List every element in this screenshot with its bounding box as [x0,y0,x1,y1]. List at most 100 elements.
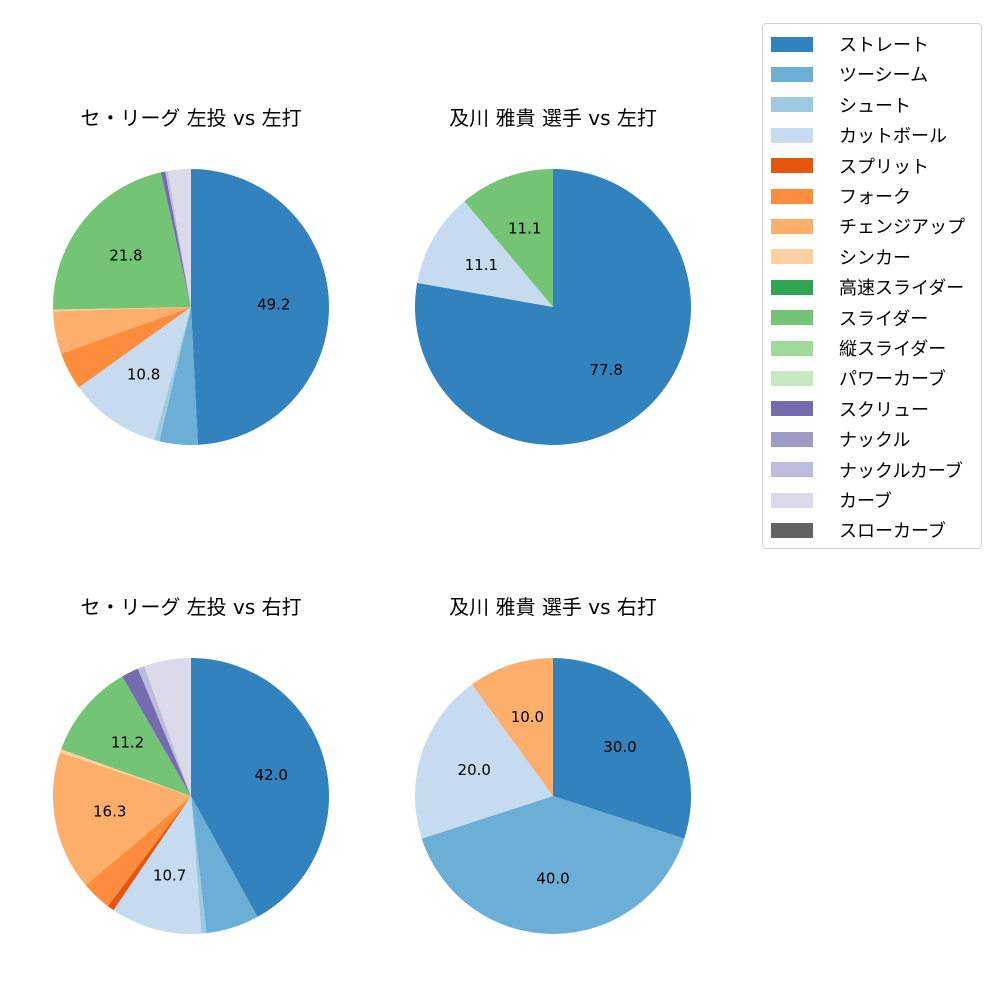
pie-value-label: 21.8 [109,246,142,264]
pie-slice [553,658,691,839]
pie-slice [85,796,191,907]
legend-swatch [771,127,813,143]
legend-item: ツーシーム [771,63,929,87]
legend-item: パワーカーブ [771,367,946,391]
legend-item: シュート [771,94,911,117]
legend-label: ナックル [839,430,911,452]
pie-slice [160,171,191,307]
pie-slice [414,684,553,839]
legend-label: フォーク [839,187,911,208]
pie-value-label: 10.7 [153,867,186,885]
pie-slice [61,307,192,388]
legend-label: ストレート [839,35,929,56]
legend-item: シンカー [771,246,911,269]
pie-value-label: 40.0 [536,869,569,887]
pie-2: 42.0 10.7 16.3 11.2 [52,658,329,934]
pie-value-label: 16.3 [93,802,126,820]
legend-swatch [771,97,813,113]
legend-swatch [771,310,813,326]
pie-slice [107,796,191,911]
pie-slice [52,752,192,886]
legend-swatch [771,279,813,295]
legend-swatch [771,158,813,174]
pie-value-label: 42.0 [254,766,287,784]
legend-swatch [771,218,813,234]
pie-slice [154,307,191,442]
legend-swatch [771,431,813,447]
legend-item: スクリュー [771,398,929,421]
pie-value-label: 20.0 [458,761,491,779]
legend-swatch [771,249,813,265]
pie-slice [53,307,191,312]
pie-slice [191,658,329,917]
legend-label: カットボール [839,126,947,148]
legend-item: ストレート [771,33,929,56]
legend: ストレートツーシームシュートカットボール スプリットフォークチェンジアップ シンカー… [762,23,982,549]
pie-slice [191,796,258,934]
pie-value-label: 77.8 [589,361,622,379]
legend-label: ナックルカーブ [839,460,963,482]
legend-swatch [771,340,813,356]
chart-title: 及川 雅貴 選手 vs 右打 [449,595,657,619]
pie-value-label: 11.1 [465,256,498,274]
pie-slice [113,796,202,934]
pie-value-label: 10.0 [511,708,544,726]
pie-slice [78,307,191,440]
pie-slice [53,172,191,310]
pie-slice [191,169,330,445]
pie-value-label: 11.1 [508,220,541,238]
legend-swatch [771,370,813,386]
legend-label: スローカーブ [839,521,946,543]
pie-slice [417,201,553,307]
legend-label: スプリット [839,156,929,178]
legend-label: シンカー [839,247,911,269]
pie-1: 77.8 11.1 11.1 [415,169,691,446]
pie-value-label: 30.0 [603,738,636,756]
pie-3: 30.0 40.0 20.0 10.0 [414,658,691,934]
pie-value-label: 10.8 [127,365,160,383]
legend-swatch [771,36,813,52]
legend-swatch [771,462,813,478]
pie-slice [122,668,191,796]
legend-swatch [771,401,813,417]
pie-slice [137,666,191,796]
legend-item: ナックルカーブ [771,459,963,482]
pie-value-label: 11.2 [111,733,144,751]
pie-slice [60,749,191,796]
legend-item: 縦スライダー [771,337,947,360]
legend-swatch [771,188,813,204]
chart-title: 及川 雅貴 選手 vs 左打 [449,106,657,130]
pie-slice [191,796,207,934]
legend-item: ナックル [771,428,911,452]
chart-title: セ・リーグ 左投 vs 右打 [80,595,302,619]
legend-label: 縦スライダー [839,339,947,360]
legend-label: シュート [839,95,911,117]
pie-slice [421,796,685,934]
pie-slice [144,658,191,796]
legend-item: スライダー [771,307,929,330]
legend-item: 高速スライダー [771,276,965,300]
legend-swatch [771,522,813,538]
pie-slice [471,658,553,796]
chart-title: セ・リーグ 左投 vs 左打 [80,106,302,130]
legend-item: カットボール [771,124,947,148]
legend-label: ツーシーム [839,65,929,87]
legend-label: パワーカーブ [839,369,946,391]
legend-label: スクリュー [839,399,929,421]
legend-label: カーブ [839,491,892,512]
pie-slice [61,676,192,796]
pie-slice [464,169,553,307]
pie-slice [53,307,191,354]
legend-item: スプリット [771,155,929,178]
legend-label: スライダー [839,308,929,330]
pie-slice [167,169,191,307]
pie-0: 49.2 10.8 21.8 [53,169,330,445]
legend-swatch [771,492,813,508]
legend-label: チェンジアップ [839,217,965,239]
pie-slice [165,170,191,307]
legend-item: フォーク [771,185,911,208]
pie-value-label: 49.2 [257,295,290,313]
legend-label: 高速スライダー [839,278,965,300]
legend-item: カーブ [771,489,892,512]
